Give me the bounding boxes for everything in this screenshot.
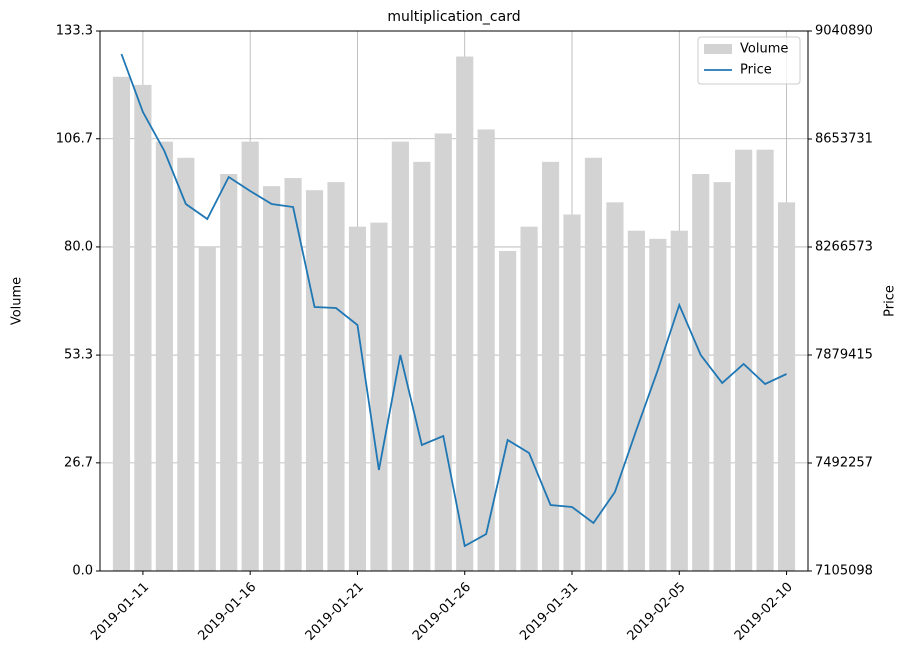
x-tick-label: 2019-01-26 bbox=[410, 580, 474, 644]
bar bbox=[627, 230, 645, 571]
bar bbox=[520, 226, 538, 571]
y-tick-label: 80.0 bbox=[64, 239, 93, 254]
bar bbox=[112, 76, 131, 572]
x-tick-label: 2019-01-16 bbox=[195, 580, 259, 644]
legend-label: Price bbox=[740, 63, 772, 78]
legend: Volume Price bbox=[697, 36, 801, 85]
y-tick-label: 133.3 bbox=[56, 24, 93, 39]
bar bbox=[348, 226, 367, 571]
bar bbox=[327, 182, 345, 571]
price-line bbox=[120, 53, 787, 548]
plot-frame bbox=[99, 30, 809, 572]
bar bbox=[198, 246, 216, 571]
bar bbox=[220, 174, 238, 572]
x-tick-label: 2019-02-10 bbox=[732, 580, 796, 644]
bar bbox=[649, 238, 667, 571]
y-tick-label: 26.7 bbox=[64, 455, 93, 470]
bar bbox=[134, 84, 152, 571]
y-tick-label: 53.3 bbox=[64, 348, 93, 363]
x-tick-label: 2019-01-21 bbox=[303, 580, 367, 644]
bar bbox=[305, 190, 324, 571]
y2-tick-label: 7492257 bbox=[815, 455, 873, 470]
bar bbox=[370, 222, 388, 571]
y-tick-label: 0.0 bbox=[72, 564, 93, 579]
bar bbox=[756, 149, 774, 571]
bar bbox=[499, 250, 517, 572]
chart-title: multiplication_card bbox=[387, 9, 520, 25]
bar bbox=[263, 186, 281, 571]
bar bbox=[735, 149, 753, 571]
bar bbox=[777, 202, 796, 571]
bar bbox=[434, 133, 452, 572]
bar bbox=[606, 202, 624, 571]
bar bbox=[456, 56, 474, 572]
y2-tick-label: 7879415 bbox=[815, 347, 873, 362]
bar bbox=[177, 157, 195, 571]
bar bbox=[713, 182, 731, 571]
legend-swatch bbox=[704, 44, 732, 54]
x-tick-label: 2019-01-11 bbox=[88, 580, 152, 644]
y2-tick-label: 8653731 bbox=[815, 132, 873, 147]
x-tick-label: 2019-02-05 bbox=[625, 580, 689, 644]
bar bbox=[155, 141, 173, 571]
legend-label: Volume bbox=[740, 42, 788, 57]
y-tick-label: 106.7 bbox=[56, 131, 93, 146]
bar bbox=[541, 161, 560, 571]
y-axis-label: Volume bbox=[10, 277, 25, 325]
bar bbox=[477, 129, 495, 571]
bar bbox=[584, 157, 603, 571]
y2-tick-label: 7105098 bbox=[815, 564, 873, 579]
y2-tick-label: 8266573 bbox=[815, 240, 873, 255]
bar bbox=[241, 141, 259, 571]
y2-axis-label: Price bbox=[883, 285, 898, 317]
bar bbox=[413, 161, 431, 571]
bar bbox=[692, 174, 710, 572]
bar bbox=[563, 214, 581, 572]
x-tick-label: 2019-01-31 bbox=[517, 580, 581, 644]
y2-tick-label: 9040890 bbox=[815, 24, 873, 39]
bar bbox=[670, 230, 688, 571]
bar bbox=[284, 178, 302, 571]
